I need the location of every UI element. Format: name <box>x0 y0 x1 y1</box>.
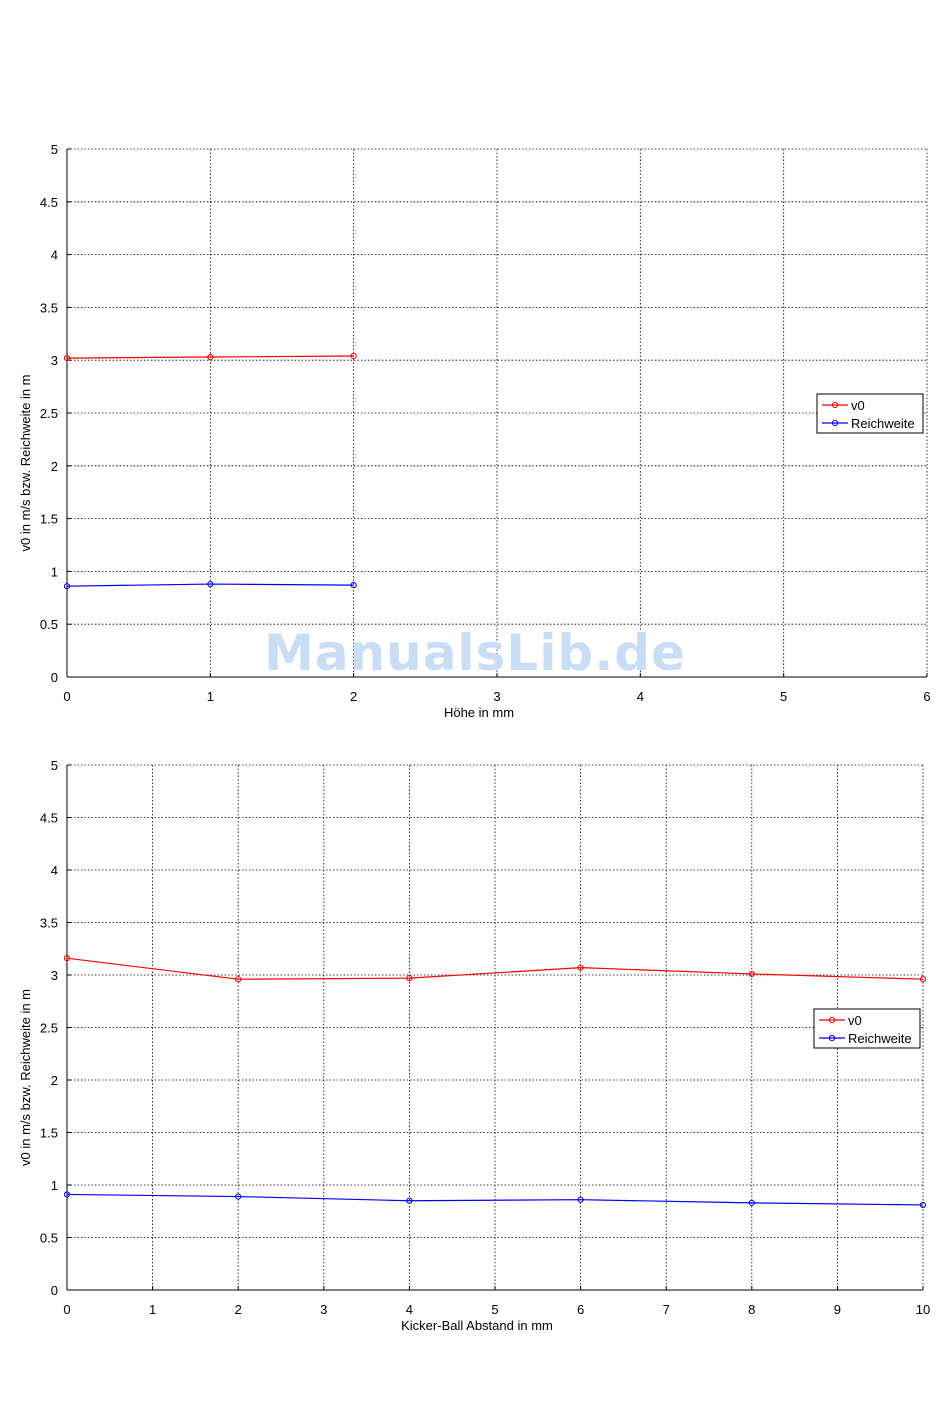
x-tick-label: 1 <box>149 1302 156 1317</box>
data-point <box>919 1201 927 1209</box>
x-axis-label: Kicker-Ball Abstand in mm <box>401 1318 553 1333</box>
data-point <box>207 580 214 588</box>
y-tick-label: 0 <box>51 670 58 685</box>
x-tick-label: 2 <box>235 1302 242 1317</box>
y-tick-label: 1.5 <box>40 1126 58 1141</box>
x-tick-label: 0 <box>63 1302 70 1317</box>
y-tick-label: 0.5 <box>40 617 58 632</box>
y-tick-label: 0 <box>51 1283 58 1298</box>
y-tick-label: 3.5 <box>40 300 58 315</box>
legend-swatch-marker <box>828 1034 836 1042</box>
series-line-2 <box>66 583 354 587</box>
data-point <box>406 1197 413 1204</box>
x-tick-label: 6 <box>577 1302 584 1317</box>
legend-box <box>813 1008 921 1049</box>
x-tick-label: 5 <box>780 689 787 704</box>
x-tick-label: 6 <box>923 689 930 704</box>
data-point <box>235 1193 242 1200</box>
chart-2: 0 1 2 3 4 5 6 7 8 9 1000.511.522.533.544.55Kicker-… <box>18 758 930 1333</box>
y-tick-label: 4 <box>51 248 58 263</box>
x-tick-label: 4 <box>406 1302 413 1317</box>
data-point <box>63 1191 71 1198</box>
legend-entry: v0 <box>848 1013 862 1028</box>
chart-1: 0 1 2 3 4 5 6 0 0.5 1 1.5 2 2.5 3 3.5 4 4.5 5 Höhe in mm v0… <box>18 142 931 720</box>
data-point <box>63 354 71 362</box>
y-tick-label: 5 <box>51 142 58 157</box>
x-tick-label: 3 <box>493 689 500 704</box>
y-tick-label: 3 <box>51 968 58 983</box>
y-tick-label: 0.5 <box>40 1231 58 1246</box>
x-tick-label: 5 <box>491 1302 498 1317</box>
y-tick-label: 3 <box>51 353 58 368</box>
legend: v0 Reichweite <box>813 1008 921 1049</box>
y-tick-label: 2 <box>51 1073 58 1088</box>
y-tick-label: 5 <box>51 758 58 773</box>
y-tick-label: 2.5 <box>40 406 58 421</box>
data-point <box>406 975 413 982</box>
data-point <box>350 582 357 589</box>
x-axis-label: Höhe in mm <box>444 705 514 720</box>
y-tick-label: 3.5 <box>40 916 58 931</box>
legend-entry: v0 <box>851 398 865 413</box>
legend-swatch-marker <box>831 401 839 409</box>
data-point <box>748 970 755 978</box>
y-tick-label: 4.5 <box>40 811 58 826</box>
data-point <box>577 1196 584 1203</box>
series-line-1 <box>66 355 354 359</box>
legend-swatch-marker <box>831 419 839 427</box>
x-tick-label: 9 <box>834 1302 841 1317</box>
legend-swatch-marker <box>828 1016 836 1024</box>
x-tick-label: 2 <box>350 689 357 704</box>
data-point <box>63 955 71 962</box>
x-tick-label: 4 <box>637 689 644 704</box>
data-point <box>63 583 71 590</box>
y-tick-label: 1 <box>51 564 58 579</box>
y-tick-label: 1 <box>51 1178 58 1193</box>
series-line-2 <box>66 1193 924 1206</box>
series-line-1 <box>66 957 924 980</box>
x-tick-label: 8 <box>748 1302 755 1317</box>
x-tick-label: 3 <box>320 1302 327 1317</box>
data-point <box>748 1199 755 1206</box>
y-tick-label: 2 <box>51 459 58 474</box>
legend-box <box>816 393 924 434</box>
x-tick-label: 10 <box>916 1302 930 1317</box>
data-point <box>207 353 214 361</box>
data-point <box>577 964 584 971</box>
data-point <box>235 976 242 983</box>
legend: v0 Reichweite <box>816 393 924 434</box>
legend-entry: Reichweite <box>848 1031 912 1046</box>
x-tick-label: 1 <box>207 689 214 704</box>
y-tick-label: 4.5 <box>40 195 58 210</box>
y-axis-label: v0 in m/s bzw. Reichweite in m <box>18 989 33 1166</box>
data-point <box>919 976 927 983</box>
data-point <box>350 352 357 360</box>
y-axis-label: v0 in m/s bzw. Reichweite in m <box>18 374 33 551</box>
y-tick-label: 2.5 <box>40 1021 58 1036</box>
legend-entry: Reichweite <box>851 416 915 431</box>
y-tick-label: 4 <box>51 863 58 878</box>
y-tick-label: 1.5 <box>40 512 58 527</box>
x-tick-label: 0 <box>63 689 70 704</box>
x-tick-label: 7 <box>663 1302 670 1317</box>
